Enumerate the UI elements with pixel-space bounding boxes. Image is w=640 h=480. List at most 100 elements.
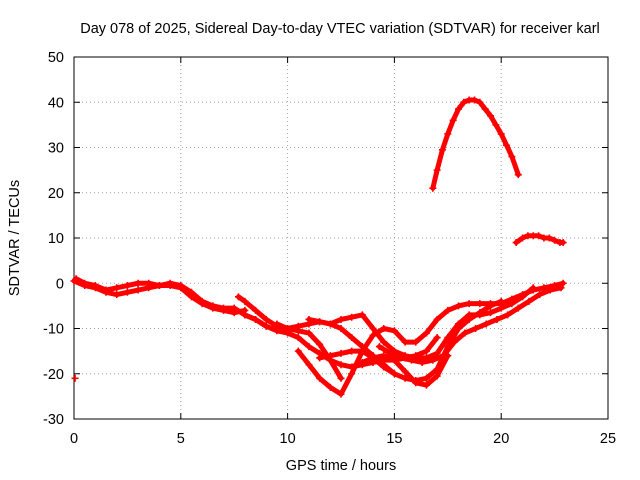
data-point	[433, 372, 441, 380]
series-trace	[513, 233, 566, 246]
data-point	[471, 96, 478, 104]
x-tick-label: 0	[70, 431, 78, 447]
data-point	[316, 318, 324, 326]
series-trace	[73, 276, 248, 316]
x-tick-label: 5	[177, 431, 185, 447]
data-point	[525, 297, 533, 305]
data-point	[252, 306, 260, 314]
data-point	[508, 153, 516, 161]
data-point	[102, 286, 110, 294]
data-point	[262, 322, 270, 330]
data-point	[493, 315, 501, 323]
data-point	[545, 234, 553, 242]
series-trace	[430, 97, 521, 191]
data-point	[155, 282, 163, 290]
data-point	[91, 282, 99, 290]
data-point	[536, 291, 544, 299]
data-point	[348, 370, 356, 378]
y-tick-label: -30	[43, 412, 64, 428]
data-point	[386, 349, 394, 357]
data-point	[230, 309, 238, 317]
data-point	[326, 320, 334, 328]
data-point	[337, 361, 345, 369]
data-point	[316, 374, 324, 382]
series-12	[429, 96, 522, 192]
data-point	[487, 309, 495, 317]
data-point	[337, 325, 345, 332]
y-tick-label: -10	[43, 322, 64, 338]
data-point	[529, 284, 537, 292]
data-point	[557, 284, 565, 292]
data-point	[504, 311, 512, 319]
data-point	[337, 349, 345, 357]
data-point	[316, 354, 324, 362]
data-point	[166, 282, 174, 290]
data-point	[481, 105, 489, 113]
x-tick-label: 15	[386, 431, 402, 447]
data-point	[497, 130, 505, 138]
data-point	[305, 315, 313, 323]
data-point	[422, 374, 430, 382]
data-point	[482, 320, 490, 328]
data-point	[348, 347, 356, 355]
data-point	[514, 171, 522, 179]
data-point	[450, 338, 458, 346]
data-point	[476, 300, 484, 308]
data-point	[316, 340, 324, 348]
data-point	[123, 288, 131, 296]
data-point	[390, 327, 398, 335]
data-point	[422, 347, 430, 355]
data-point	[134, 279, 142, 287]
data-point	[380, 325, 388, 332]
y-tick-label: 10	[48, 231, 64, 247]
series-6	[273, 320, 345, 382]
data-point	[512, 239, 520, 247]
data-point	[348, 363, 356, 371]
data-point	[487, 302, 495, 310]
y-tick-label: 0	[56, 276, 64, 292]
data-point	[412, 338, 420, 346]
data-point	[262, 315, 270, 323]
data-point	[294, 334, 302, 342]
data-point	[497, 297, 505, 305]
data-point	[492, 121, 500, 129]
data-point	[113, 284, 121, 292]
data-point	[337, 390, 345, 398]
data-point	[113, 291, 121, 299]
series-trace	[306, 285, 536, 361]
data-point	[81, 279, 89, 287]
series-8	[305, 284, 537, 362]
data-point	[234, 293, 242, 301]
data-point	[375, 343, 383, 351]
data-point	[418, 358, 426, 366]
data-point	[380, 352, 388, 360]
data-point	[519, 293, 527, 301]
y-tick-label: 20	[48, 186, 64, 202]
data-point	[358, 358, 366, 366]
data-point	[454, 325, 462, 332]
data-point	[444, 334, 452, 342]
data-point	[422, 329, 430, 337]
data-point	[71, 374, 79, 382]
data-point	[454, 302, 462, 310]
data-point	[401, 374, 409, 382]
x-axis-label: GPS time / hours	[286, 458, 396, 474]
data-point	[305, 361, 313, 369]
series-10	[348, 352, 452, 389]
data-point	[397, 354, 405, 362]
data-point	[535, 232, 543, 240]
data-point	[284, 325, 292, 332]
data-point	[546, 286, 554, 294]
data-point	[123, 282, 131, 290]
data-point	[422, 381, 430, 389]
data-point	[508, 300, 516, 308]
data-point	[433, 315, 441, 323]
data-point	[326, 352, 334, 360]
data-point	[429, 184, 437, 192]
data-point	[348, 334, 356, 342]
series-13	[512, 232, 567, 247]
data-point	[407, 356, 415, 364]
data-point	[241, 311, 249, 319]
data-point	[380, 363, 388, 371]
series-11	[375, 284, 565, 366]
